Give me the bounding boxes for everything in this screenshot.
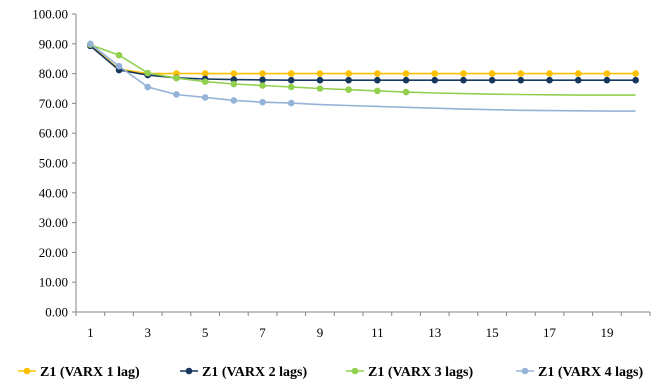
x-tick-label: 19 (600, 325, 613, 340)
data-point (287, 76, 295, 84)
data-point (431, 70, 439, 77)
data-point (603, 76, 611, 84)
y-tick-label: 100.00 (32, 7, 68, 22)
data-point (460, 76, 467, 84)
series-3 (87, 41, 636, 96)
data-point (431, 76, 439, 84)
data-point (259, 76, 266, 84)
data-point (546, 76, 553, 84)
data-point (402, 88, 410, 96)
chart-axes: 0.00 10.00 20.00 30.00 40.00 50.00 60.00 70.00 8… (32, 7, 651, 340)
y-tick-label: 20.00 (39, 245, 68, 260)
data-point (287, 70, 295, 77)
data-point (144, 69, 152, 77)
data-point (345, 70, 352, 77)
data-point (345, 76, 352, 84)
series-line (89, 43, 636, 112)
data-point (402, 76, 410, 84)
data-point (460, 70, 467, 77)
data-point (87, 40, 94, 48)
series-layer (87, 40, 639, 112)
y-tick-label: 40.00 (39, 185, 68, 200)
data-point (316, 76, 324, 84)
data-point (230, 97, 238, 104)
series-line (89, 45, 636, 81)
data-point (574, 70, 582, 77)
data-point (316, 85, 324, 92)
y-tick-label: 30.00 (39, 215, 68, 230)
legend-label: Z1 (VARX 4 lags) (538, 365, 643, 380)
data-point (488, 70, 496, 77)
data-point (574, 76, 582, 84)
y-tick-label: 0.00 (45, 305, 68, 320)
data-point (115, 62, 123, 70)
data-point (603, 70, 611, 77)
legend-item: Z1 (VARX 2 lags) (180, 365, 307, 380)
x-tick-label: 17 (543, 325, 557, 340)
x-tick-label: 15 (486, 325, 499, 340)
series-line (89, 44, 636, 75)
series-4 (87, 40, 636, 112)
y-tick-label: 90.00 (39, 36, 68, 51)
series-1 (87, 41, 639, 77)
legend-marker (521, 367, 529, 375)
data-point (546, 70, 553, 77)
data-point (287, 99, 295, 107)
data-point (287, 83, 295, 91)
data-point (115, 51, 123, 59)
x-tick-label: 5 (202, 325, 209, 340)
data-point (632, 76, 639, 84)
data-point (517, 76, 525, 84)
data-point (345, 86, 352, 93)
data-point (201, 70, 209, 77)
data-point (402, 70, 410, 77)
data-point (259, 98, 266, 106)
data-point (230, 80, 238, 88)
data-point (374, 76, 381, 84)
y-tick-label: 60.00 (39, 126, 68, 141)
x-tick-label: 3 (145, 325, 152, 340)
legend-marker (351, 367, 359, 375)
data-point (259, 82, 266, 89)
x-tick-label: 1 (87, 325, 94, 340)
x-tick-label: 11 (371, 325, 384, 340)
data-point (173, 74, 180, 82)
chart-legend: Z1 (VARX 1 lag) Z1 (VARX 2 lags) Z1 (VARX … (18, 365, 643, 380)
x-tick-label: 9 (317, 325, 324, 340)
data-point (201, 78, 209, 85)
legend-marker (23, 367, 31, 375)
legend-label: Z1 (VARX 3 lags) (368, 365, 473, 380)
x-tick-label: 7 (259, 325, 266, 340)
data-point (259, 70, 266, 77)
x-tick-label: 13 (428, 325, 441, 340)
legend-marker (185, 367, 193, 375)
y-tick-label: 70.00 (39, 96, 68, 111)
data-point (374, 87, 381, 95)
data-point (173, 91, 180, 98)
data-point (201, 94, 209, 101)
legend-item: Z1 (VARX 3 lags) (346, 365, 473, 380)
legend-item: Z1 (VARX 1 lag) (18, 365, 140, 380)
data-point (632, 70, 639, 77)
legend-label: Z1 (VARX 1 lag) (40, 365, 140, 380)
y-tick-label: 50.00 (39, 156, 68, 171)
data-point (374, 70, 381, 77)
data-point (517, 70, 525, 77)
legend-label: Z1 (VARX 2 lags) (202, 365, 307, 380)
y-tick-label: 80.00 (39, 66, 68, 81)
data-point (144, 83, 152, 91)
legend-item: Z1 (VARX 4 lags) (516, 365, 643, 380)
data-point (488, 76, 496, 84)
series-line (90, 43, 636, 96)
y-tick-label: 10.00 (39, 275, 68, 290)
data-point (316, 70, 324, 77)
data-point (230, 70, 238, 77)
